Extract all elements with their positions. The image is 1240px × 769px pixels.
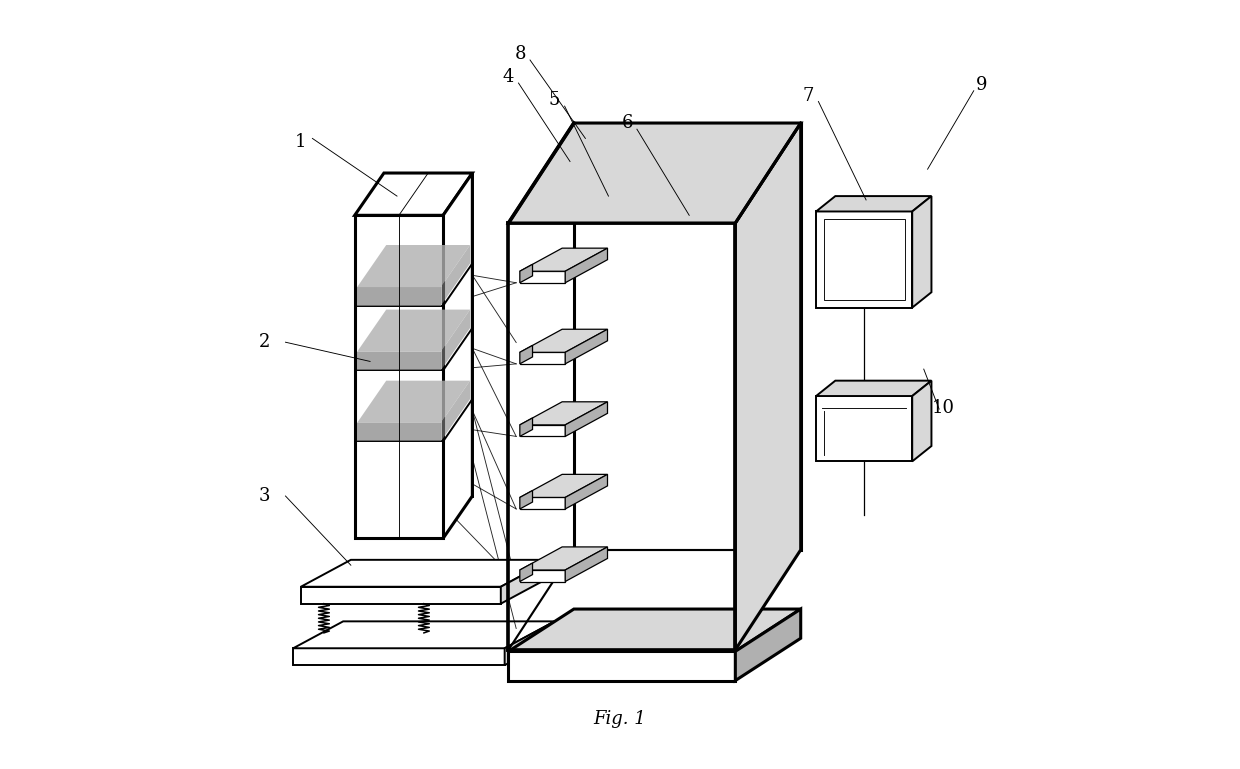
Polygon shape [520,401,608,424]
Polygon shape [520,265,532,283]
Polygon shape [520,498,565,509]
Polygon shape [520,352,565,364]
Polygon shape [357,310,470,352]
Polygon shape [816,196,931,211]
Polygon shape [520,563,532,581]
Polygon shape [565,401,608,437]
Polygon shape [823,219,904,300]
Polygon shape [520,248,608,271]
Polygon shape [501,560,551,604]
Polygon shape [735,123,801,650]
Polygon shape [520,345,532,364]
Polygon shape [357,352,441,371]
Polygon shape [735,609,801,681]
Polygon shape [301,587,501,604]
Polygon shape [357,288,441,306]
Text: 1: 1 [295,133,306,151]
Text: 7: 7 [802,87,815,105]
Polygon shape [520,547,608,570]
Text: 10: 10 [931,398,955,417]
Polygon shape [520,424,565,437]
Polygon shape [520,474,608,498]
Polygon shape [441,381,470,441]
Polygon shape [913,381,931,461]
Text: 4: 4 [502,68,515,86]
Polygon shape [357,245,470,288]
Text: 5: 5 [549,91,560,109]
Polygon shape [565,248,608,283]
Text: 3: 3 [259,487,270,505]
Text: 6: 6 [622,114,634,132]
Polygon shape [508,651,735,681]
Polygon shape [913,196,931,308]
Polygon shape [520,418,532,437]
Text: Fig. 1: Fig. 1 [594,710,646,728]
Polygon shape [816,211,913,308]
Polygon shape [565,547,608,581]
Polygon shape [357,423,441,441]
Polygon shape [441,310,470,371]
Polygon shape [505,621,554,665]
Text: 8: 8 [515,45,526,63]
Text: 2: 2 [259,333,270,351]
Polygon shape [293,648,505,665]
Polygon shape [357,381,470,423]
Polygon shape [816,396,913,461]
Polygon shape [355,173,472,215]
Polygon shape [565,474,608,509]
Polygon shape [816,381,931,396]
Polygon shape [441,245,470,306]
Polygon shape [355,215,443,538]
Text: 9: 9 [976,75,987,94]
Polygon shape [520,271,565,283]
Polygon shape [508,123,801,223]
Polygon shape [443,173,472,538]
Polygon shape [520,570,565,581]
Polygon shape [301,560,551,587]
Polygon shape [508,609,801,651]
Polygon shape [520,329,608,352]
Polygon shape [293,621,554,648]
Polygon shape [565,329,608,364]
Polygon shape [520,491,532,509]
